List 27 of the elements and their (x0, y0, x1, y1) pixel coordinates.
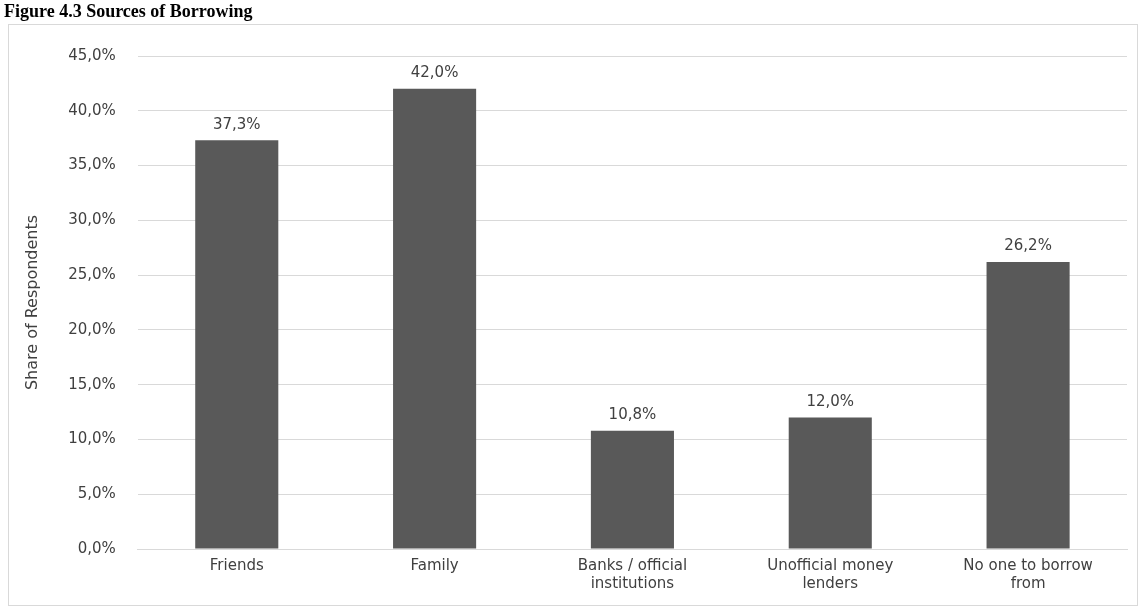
bar (393, 88, 477, 549)
y-tick-label: 30,0% (68, 210, 116, 229)
y-tick-label: 15,0% (68, 374, 116, 393)
x-tick-label: Family (410, 555, 459, 574)
data-label: 42,0% (410, 63, 459, 82)
bar (195, 140, 279, 549)
bar (788, 417, 872, 549)
data-label: 37,3% (212, 114, 261, 133)
x-tick-label: Friends (209, 555, 264, 574)
x-tick-label: Unofficial money lenders (767, 555, 894, 592)
y-tick-label: 10,0% (68, 429, 116, 448)
data-label: 26,2% (1004, 236, 1052, 255)
y-axis-title: Share of Respondents (21, 214, 41, 391)
bar (986, 261, 1070, 549)
y-tick-label: 20,0% (68, 319, 116, 338)
chart-title: Figure 4.3 Sources of Borrowing (3, 0, 254, 22)
y-tick-label: 0,0% (77, 538, 116, 557)
y-tick-label: 25,0% (68, 265, 116, 283)
x-tick-label: Banks / official institutions (577, 555, 688, 592)
y-tick-label: 45,0% (68, 45, 116, 64)
bar (590, 430, 674, 549)
y-tick-label: 35,0% (68, 155, 116, 174)
y-tick-label: 5,0% (77, 484, 116, 503)
y-tick-label: 40,0% (68, 100, 116, 119)
data-label: 12,0% (806, 391, 855, 410)
data-label: 10,8% (608, 405, 657, 424)
x-tick-label: No one to borrow from (963, 555, 1093, 592)
